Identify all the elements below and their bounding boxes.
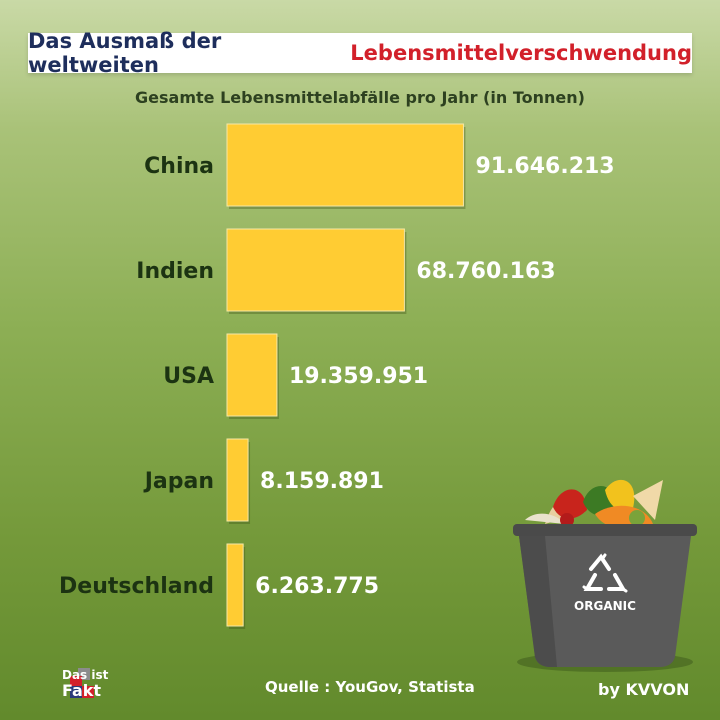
- value-label: 91.646.213: [475, 154, 614, 179]
- bar-japan: [226, 438, 249, 522]
- bar-indien: [226, 228, 405, 312]
- title-part-1: Das Ausmaß der weltweiten: [28, 29, 222, 77]
- logo-line-1: Das ist: [62, 668, 109, 682]
- category-label: Deutschland: [59, 574, 214, 599]
- bar-chart: China 91.646.213 Indien 68.760.163 USA 19.359…: [59, 123, 614, 629]
- category-label: China: [144, 154, 214, 179]
- das-ist-fakt-logo: [70, 668, 94, 698]
- value-label: 6.263.775: [255, 574, 379, 599]
- category-label: USA: [163, 364, 214, 389]
- category-label: Indien: [136, 259, 214, 284]
- value-label: 8.159.891: [260, 469, 384, 494]
- value-label: 68.760.163: [416, 259, 555, 284]
- recycle-icon: [582, 553, 628, 593]
- value-label: 19.359.951: [289, 364, 428, 389]
- bin-label: ORGANIC: [574, 599, 636, 613]
- chart-title: Das Ausmaß der weltweiten Lebensmittelve…: [28, 29, 692, 77]
- bar-deutschland: [226, 543, 244, 627]
- chart-subtitle: Gesamte Lebensmittelabfälle pro Jahr (in…: [135, 88, 585, 107]
- organic-waste-bin: ORGANIC: [513, 479, 697, 672]
- author-credit: by KVVON: [598, 680, 690, 699]
- category-label: Japan: [143, 469, 214, 494]
- bar-usa: [226, 333, 278, 417]
- food-waste: [525, 479, 663, 529]
- logo-text: Das ist Fakt: [62, 668, 109, 700]
- bar-china: [226, 123, 464, 207]
- source-note: Quelle : YouGov, Statista: [265, 678, 475, 696]
- logo-line-2: Fakt: [62, 681, 102, 700]
- title-part-2: Lebensmittelverschwendung: [350, 41, 692, 65]
